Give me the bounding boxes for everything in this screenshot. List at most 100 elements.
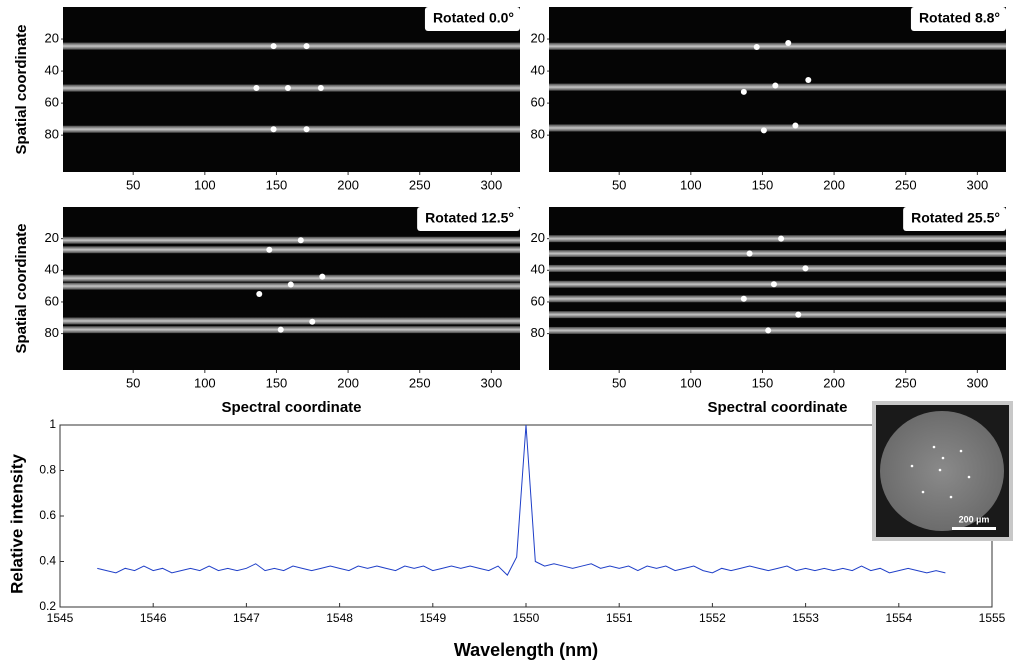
image-background: [549, 207, 1006, 370]
fiber-cross-section: [880, 411, 1004, 531]
bright-spot: [266, 246, 273, 253]
y-tick-label: 80: [531, 325, 545, 340]
x-tick-label: 250: [409, 177, 431, 192]
bright-spot: [778, 235, 785, 242]
bright-spot: [253, 85, 260, 92]
y-tick-label: 40: [531, 63, 545, 78]
x-tick-label: 50: [612, 177, 626, 192]
x-tick-label: 1554: [885, 611, 912, 625]
bright-spot: [270, 43, 277, 50]
y-tick-label: 20: [45, 30, 59, 45]
panel-title: Rotated 8.8°: [919, 10, 1000, 26]
y-tick-label: 0.2: [39, 599, 56, 613]
x-tick-label: 200: [823, 375, 845, 390]
x-tick-label: 150: [752, 375, 774, 390]
bright-spot: [792, 122, 799, 129]
panel-title-box: [903, 207, 1006, 231]
y-tick-label: 0.8: [39, 463, 56, 477]
bright-spot: [319, 273, 326, 280]
y-axis-label: Spatial coordinate: [13, 223, 30, 353]
inset: 200 µm: [872, 401, 1013, 541]
core-stripe: [549, 311, 1006, 319]
x-tick-label: 50: [126, 177, 140, 192]
panel-title: Rotated 0.0°: [433, 10, 514, 26]
fiber-cores: [910, 445, 971, 499]
x-tick-label: 200: [337, 177, 359, 192]
y-tick-label: 80: [45, 325, 59, 340]
y-tick-label: 80: [531, 127, 545, 142]
x-tick-label: 100: [680, 375, 702, 390]
core-stripe: [63, 274, 520, 282]
x-tick-label: 1552: [699, 611, 726, 625]
x-tick-label: 1546: [140, 611, 167, 625]
x-tick-label: 1549: [419, 611, 446, 625]
y-tick-label: 20: [45, 230, 59, 245]
y-axis-label: Relative intensity: [7, 454, 26, 594]
x-tick-label: 250: [409, 375, 431, 390]
x-tick-label: 50: [126, 375, 140, 390]
bright-spot: [317, 85, 324, 92]
bright-spot: [309, 318, 316, 325]
x-tick-label: 250: [895, 375, 917, 390]
y-tick-label: 0.4: [39, 554, 56, 568]
y-tick-label: 1: [49, 417, 56, 431]
core-stripe: [549, 250, 1006, 258]
scale-bar: [952, 527, 996, 530]
spectrum-line: [97, 424, 946, 576]
bright-spot: [760, 127, 767, 134]
x-tick-label: 200: [337, 375, 359, 390]
bright-spot: [753, 44, 760, 51]
core-stripe: [63, 84, 520, 92]
core-stripe: [549, 264, 1006, 272]
y-tick-label: 60: [531, 95, 545, 110]
core-stripe: [549, 42, 1006, 50]
y-tick-label: 60: [45, 293, 59, 308]
x-tick-label: 1547: [233, 611, 260, 625]
core-stripe: [63, 125, 520, 133]
panel-title: Rotated 25.5°: [911, 210, 1000, 226]
panel-title-box: [424, 7, 520, 31]
x-tick-label: 1548: [326, 611, 353, 625]
x-tick-label: 100: [194, 375, 216, 390]
bright-spot: [765, 327, 772, 334]
y-axis-label: Spatial coordinate: [13, 24, 30, 154]
x-tick-label: 50: [612, 375, 626, 390]
core-stripe: [63, 317, 520, 325]
x-tick-label: 150: [266, 177, 288, 192]
bright-spot: [284, 85, 291, 92]
bright-spot: [303, 43, 310, 50]
x-tick-label: 1545: [47, 611, 74, 625]
bright-spot: [287, 281, 294, 288]
x-tick-label: 150: [752, 177, 774, 192]
x-tick-label: 250: [895, 177, 917, 192]
x-axis-label: Wavelength (nm): [454, 640, 598, 660]
bright-spot: [785, 40, 792, 47]
panel-title-box: [417, 207, 520, 231]
core-stripe: [63, 42, 520, 50]
x-tick-label: 200: [823, 177, 845, 192]
bright-spot: [297, 237, 304, 244]
core-stripe: [549, 124, 1006, 132]
bright-spot: [772, 82, 779, 89]
y-tick-label: 20: [531, 30, 545, 45]
x-tick-label: 150: [266, 375, 288, 390]
y-tick-label: 40: [45, 63, 59, 78]
core-stripe: [549, 326, 1006, 334]
bright-spot: [740, 295, 747, 302]
core-stripe: [549, 235, 1006, 243]
bright-spot: [746, 250, 753, 257]
panel-title: Rotated 12.5°: [425, 210, 514, 226]
core-stripe: [549, 280, 1006, 288]
y-tick-label: 20: [531, 230, 545, 245]
panel-title-box: [910, 7, 1006, 31]
core-stripe: [549, 295, 1006, 303]
x-axis-label: Spectral coordinate: [221, 399, 361, 416]
bright-spot: [805, 77, 812, 84]
x-tick-label: 300: [966, 177, 988, 192]
x-tick-label: 300: [480, 375, 502, 390]
bright-spot: [770, 281, 777, 288]
x-tick-label: 300: [480, 177, 502, 192]
x-axis-label: Spectral coordinate: [707, 399, 847, 416]
x-tick-label: 1555: [979, 611, 1006, 625]
